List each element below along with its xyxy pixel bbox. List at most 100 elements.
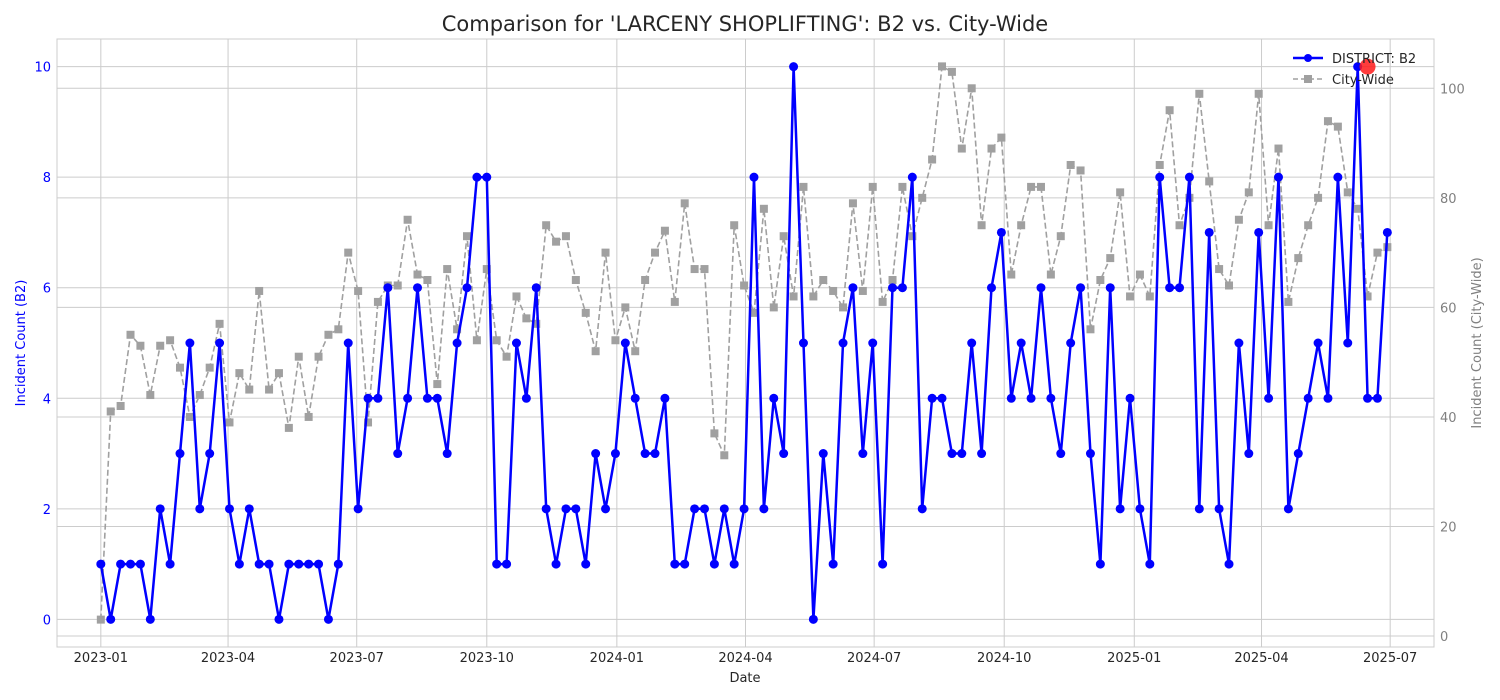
citywide-point [779, 232, 788, 241]
citywide-point [581, 308, 590, 317]
district-point [680, 559, 690, 569]
legend-district-marker [1304, 54, 1312, 62]
district-point [1066, 338, 1076, 348]
citywide-point [740, 281, 749, 290]
district-point [215, 338, 225, 348]
citywide-point [710, 429, 719, 438]
district-point [511, 338, 521, 348]
district-point [828, 559, 838, 569]
citywide-point [1333, 122, 1342, 131]
citywide-point [977, 221, 986, 230]
citywide-point [433, 380, 442, 389]
y-left-tick-label: 8 [43, 171, 51, 186]
citywide-point [364, 418, 373, 427]
district-point [561, 504, 571, 514]
citywide-point [1323, 117, 1332, 126]
district-point [1016, 338, 1026, 348]
citywide-point [1353, 204, 1362, 213]
citywide-point [512, 292, 521, 301]
citywide-point [284, 423, 293, 432]
citywide-point [848, 199, 857, 208]
citywide-point [146, 391, 155, 400]
district-point [897, 283, 907, 293]
district-point [1313, 338, 1323, 348]
citywide-point [1076, 166, 1085, 175]
y-right-tick-label: 60 [1440, 301, 1457, 316]
citywide-point [106, 407, 115, 416]
district-point [472, 172, 482, 182]
district-point [145, 614, 155, 624]
district-point [927, 393, 937, 403]
district-point [373, 393, 383, 403]
citywide-point [1165, 106, 1174, 115]
district-point [383, 283, 393, 293]
plot-area-frame [56, 38, 1435, 648]
district-point [957, 449, 967, 459]
district-point [343, 338, 353, 348]
district-point [1145, 559, 1155, 569]
district-point [759, 504, 769, 514]
citywide-point [1225, 281, 1234, 290]
district-point [937, 393, 947, 403]
citywide-point [126, 330, 135, 339]
citywide-point [1284, 297, 1293, 306]
citywide-point [1027, 182, 1036, 191]
citywide-point [1274, 144, 1283, 153]
chart-title: Comparison for 'LARCENY SHOPLIFTING': B2… [442, 12, 1048, 36]
x-tick-label: 2024-10 [977, 651, 1031, 666]
district-point [1165, 283, 1175, 293]
district-point [1293, 449, 1303, 459]
district-point [1026, 393, 1036, 403]
y-right-axis-ticks: 0 20 40 60 80 100 [1440, 82, 1465, 645]
district-point [1224, 559, 1234, 569]
legend-citywide-label: City-Wide [1332, 73, 1394, 88]
citywide-point [631, 347, 640, 356]
district-point [977, 449, 987, 459]
citywide-point [938, 62, 947, 71]
citywide-point [987, 144, 996, 153]
y-right-tick-label: 40 [1440, 411, 1457, 426]
citywide-point [274, 369, 283, 378]
legend-citywide-marker [1304, 75, 1312, 83]
citywide-point [957, 144, 966, 153]
district-point [719, 504, 729, 514]
y-left-axis-title: Incident Count (B2) [14, 280, 29, 407]
citywide-point [1234, 215, 1243, 224]
citywide-point [215, 319, 224, 328]
citywide-point [265, 385, 274, 394]
citywide-point [482, 265, 491, 274]
district-point [353, 504, 363, 514]
district-point [1273, 172, 1283, 182]
citywide-point [1264, 221, 1273, 230]
citywide-point [1294, 254, 1303, 263]
x-tick-label: 2025-04 [1234, 651, 1288, 666]
district-point [333, 559, 343, 569]
citywide-point [1036, 182, 1045, 191]
citywide-series [96, 62, 1392, 624]
citywide-point [1215, 265, 1224, 274]
district-point [739, 504, 749, 514]
district-point [798, 338, 808, 348]
district-point [749, 172, 759, 182]
citywide-point [1096, 276, 1105, 285]
district-point [729, 559, 739, 569]
x-tick-label: 2024-04 [718, 651, 772, 666]
x-tick-label: 2023-07 [330, 651, 384, 666]
district-point [304, 559, 314, 569]
citywide-point [393, 281, 402, 290]
citywide-point [96, 615, 105, 624]
citywide-point [1175, 221, 1184, 230]
district-point [581, 559, 591, 569]
district-point [690, 504, 700, 514]
y-right-tick-label: 100 [1440, 82, 1465, 97]
citywide-point [730, 221, 739, 230]
district-point [413, 283, 423, 293]
district-point [442, 449, 452, 459]
district-point [650, 449, 660, 459]
district-point [1125, 393, 1135, 403]
citywide-point [373, 297, 382, 306]
citywide-point [947, 67, 956, 76]
citywide-point [1304, 221, 1313, 230]
district-point [769, 393, 779, 403]
citywide-point [878, 297, 887, 306]
